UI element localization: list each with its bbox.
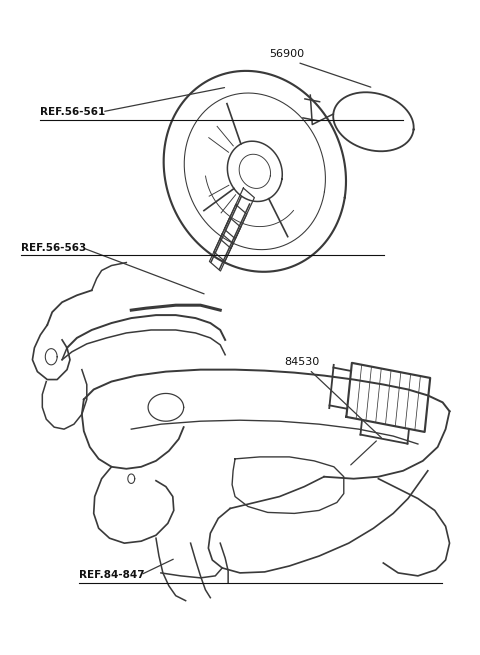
Text: 84530: 84530 (285, 357, 320, 367)
Text: REF.56-561: REF.56-561 (40, 107, 106, 117)
Text: REF.84-847: REF.84-847 (79, 570, 144, 580)
Text: REF.56-563: REF.56-563 (21, 243, 86, 253)
Text: 56900: 56900 (270, 49, 305, 60)
